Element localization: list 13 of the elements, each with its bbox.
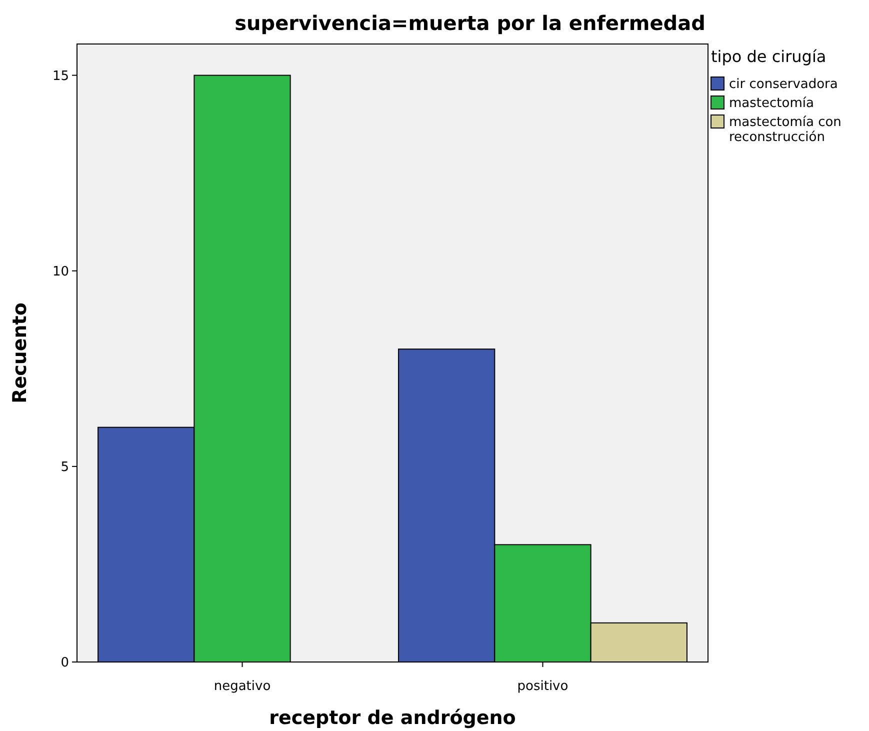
legend-label: mastectomía con reconstrucción: [729, 115, 842, 145]
legend-label: cir conservadora: [729, 77, 838, 92]
y-tick-label: 15: [52, 68, 69, 84]
chart-title: supervivencia=muerta por la enfermedad: [234, 11, 706, 35]
legend-label: mastectomía: [729, 96, 814, 111]
legend-title: tipo de cirugía: [711, 47, 826, 66]
y-axis-title: Recuento: [9, 302, 31, 404]
x-tick-label: positivo: [517, 679, 568, 694]
y-tick-label: 5: [60, 460, 69, 475]
y-tick-label: 10: [52, 264, 69, 280]
y-tick-label: 0: [60, 656, 69, 671]
x-axis-title: receptor de andrógeno: [269, 707, 516, 729]
x-tick-label: negativo: [214, 679, 271, 694]
